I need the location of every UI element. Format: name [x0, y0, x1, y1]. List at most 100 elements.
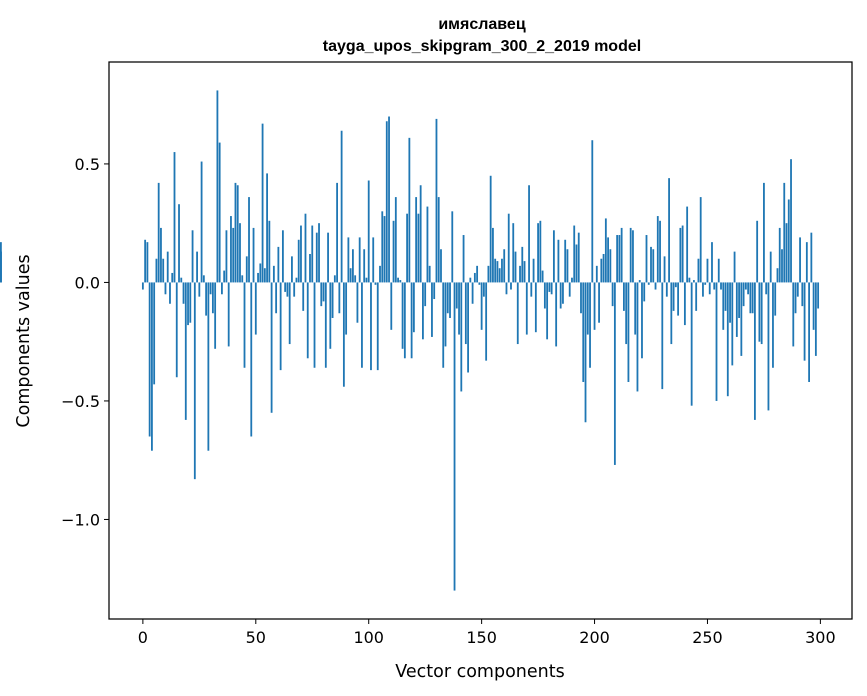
- bar: [397, 277, 399, 283]
- bar: [595, 265, 598, 283]
- bar: [674, 282, 677, 288]
- bar: [148, 282, 151, 437]
- bar: [207, 282, 210, 451]
- bar: [521, 246, 524, 283]
- bar: [460, 282, 463, 392]
- bar: [232, 227, 235, 283]
- bar: [781, 249, 783, 283]
- bar: [566, 249, 569, 283]
- bar: [291, 256, 293, 283]
- bar: [175, 282, 178, 378]
- bar: [645, 235, 648, 283]
- y-axis-label: Components values: [14, 254, 34, 427]
- bar: [792, 282, 795, 347]
- y-tick-label: 0.0: [75, 273, 100, 292]
- bar: [361, 282, 363, 368]
- bar: [557, 239, 560, 283]
- bar: [724, 282, 727, 311]
- bar: [268, 220, 271, 283]
- bar: [555, 282, 558, 347]
- bar: [812, 282, 815, 330]
- bar: [679, 227, 682, 283]
- bar: [234, 182, 237, 283]
- bar: [458, 282, 460, 335]
- bar: [613, 282, 616, 465]
- bar: [702, 282, 704, 297]
- bar: [304, 213, 307, 283]
- bar: [627, 282, 630, 382]
- bar: [415, 197, 418, 283]
- bar: [254, 282, 257, 335]
- bar: [817, 282, 820, 309]
- bar: [338, 282, 341, 314]
- bar: [272, 265, 275, 283]
- bar: [726, 282, 729, 397]
- bar: [230, 216, 232, 283]
- bar: [354, 275, 357, 283]
- bar: [367, 180, 370, 283]
- bar: [602, 253, 605, 283]
- bar: [412, 282, 415, 333]
- bar: [810, 232, 813, 283]
- bar: [453, 282, 456, 591]
- bar: [681, 225, 684, 283]
- bar: [740, 282, 743, 356]
- bar: [552, 230, 555, 283]
- bar: [796, 282, 799, 297]
- bar: [462, 235, 465, 283]
- bar: [410, 282, 413, 359]
- bar: [580, 282, 582, 314]
- bar: [634, 282, 637, 335]
- bar: [505, 282, 508, 295]
- bar: [604, 218, 607, 283]
- bar: [363, 249, 366, 283]
- bar: [530, 282, 533, 297]
- y-tick-label: −0.5: [61, 392, 100, 411]
- bar: [803, 282, 806, 361]
- bar: [805, 242, 808, 283]
- bar: [431, 282, 433, 337]
- bar: [297, 239, 300, 283]
- bar: [690, 282, 693, 406]
- bar: [729, 282, 731, 323]
- bar: [385, 121, 388, 283]
- bar: [422, 282, 424, 340]
- bar: [489, 175, 492, 283]
- bar: [688, 277, 691, 283]
- bar: [525, 282, 528, 335]
- bar: [252, 227, 255, 283]
- bar: [394, 197, 397, 283]
- bar: [356, 282, 359, 323]
- bar: [629, 227, 632, 283]
- y-tick-label: −1.0: [61, 510, 100, 529]
- bar: [202, 275, 205, 283]
- x-tick-label: 50: [246, 628, 266, 647]
- bar: [593, 282, 596, 330]
- bar: [548, 282, 551, 292]
- x-axis-label: Vector components: [395, 662, 564, 682]
- bar: [406, 213, 409, 283]
- bar: [659, 220, 661, 283]
- bar: [277, 246, 280, 283]
- plot-frame: [108, 61, 853, 620]
- bar: [661, 282, 664, 390]
- bar: [331, 282, 334, 318]
- bar: [399, 280, 402, 283]
- bar: [225, 230, 228, 283]
- bar: [160, 227, 162, 283]
- bar: [686, 206, 689, 283]
- bar: [437, 197, 440, 283]
- bar: [266, 173, 268, 283]
- bar: [769, 251, 772, 283]
- bar: [699, 197, 702, 283]
- bar: [379, 265, 381, 283]
- bar-series: [0, 90, 820, 591]
- bar: [814, 282, 817, 356]
- bar: [760, 282, 763, 345]
- x-tick-label: 0: [138, 628, 148, 647]
- bar: [790, 159, 792, 283]
- x-tick-label: 300: [805, 628, 836, 647]
- bar: [381, 211, 384, 283]
- x-tick-label: 150: [466, 628, 497, 647]
- bar: [329, 282, 332, 349]
